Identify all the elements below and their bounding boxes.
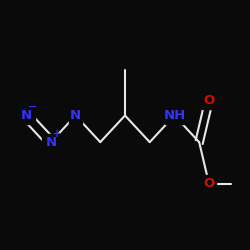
Text: −: − — [28, 102, 37, 112]
Bar — [202, 176, 216, 192]
Bar — [165, 107, 184, 124]
Text: N: N — [20, 109, 32, 122]
Text: NH: NH — [163, 109, 186, 122]
Text: O: O — [204, 178, 215, 190]
Bar — [42, 134, 59, 151]
Bar — [18, 107, 35, 124]
Text: N: N — [45, 136, 56, 148]
Text: N: N — [70, 109, 81, 122]
Text: +: + — [53, 129, 61, 139]
Bar — [202, 92, 216, 109]
Text: O: O — [204, 94, 215, 107]
Bar — [69, 107, 82, 124]
